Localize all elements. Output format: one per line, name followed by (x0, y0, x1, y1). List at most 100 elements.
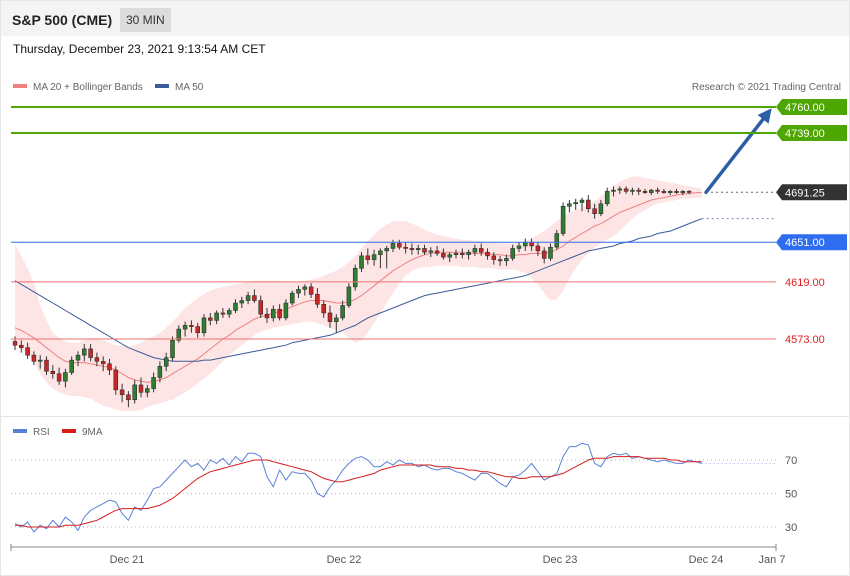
candle (145, 384, 150, 398)
candle (504, 254, 509, 266)
candle (75, 351, 81, 367)
candle-body (315, 294, 320, 305)
candle-body (485, 251, 490, 257)
candle (321, 300, 326, 318)
candle-body (271, 308, 276, 319)
candle-body (264, 313, 270, 319)
candle-body (472, 248, 478, 253)
resistance_2-tag: 4760.00 (776, 99, 847, 115)
candle (289, 290, 295, 306)
candle (434, 245, 440, 256)
candle (397, 239, 402, 250)
candle-body (151, 377, 156, 389)
candle-body (579, 199, 585, 203)
candle (245, 291, 251, 305)
candle (163, 352, 169, 372)
candle-body (107, 363, 112, 371)
candle-body (327, 312, 333, 322)
candle-body (460, 253, 465, 255)
candle (460, 248, 465, 259)
candle-body (145, 388, 150, 393)
timeframe-button[interactable]: 30 MIN (120, 8, 171, 32)
candle (674, 188, 679, 194)
panel-divider (1, 416, 849, 417)
candle-body (170, 339, 175, 358)
candle (586, 195, 591, 213)
candle-body (384, 248, 389, 252)
candle (422, 244, 427, 255)
candle (592, 203, 597, 219)
resistance_1-tag-label: 4739.00 (785, 128, 825, 140)
candle (541, 247, 547, 264)
rsi-legend-label: RSI (33, 427, 50, 438)
candle-body (220, 312, 226, 315)
candle-body (69, 359, 74, 373)
candle-body (100, 361, 106, 365)
rsi-ma-legend-swatch (62, 429, 76, 433)
candle (560, 202, 566, 237)
rsi-legend-swatch (13, 429, 27, 433)
resistance_1-tag: 4739.00 (776, 125, 847, 142)
candle-body (529, 241, 534, 247)
instrument-title: S&P 500 (CME) (12, 12, 113, 28)
candle (214, 310, 219, 325)
candle-body (441, 253, 446, 258)
candle (447, 252, 452, 263)
last_price-tag: 4691.25 (776, 184, 847, 201)
ma20-line (14, 192, 702, 383)
candle-body (636, 189, 641, 192)
candle (220, 307, 226, 318)
time-tick-label: Dec 23 (543, 554, 578, 566)
candle-body (138, 384, 144, 393)
candle-body (567, 203, 572, 207)
candle-body (504, 258, 509, 262)
candle-body (623, 188, 629, 192)
candle-body (214, 312, 219, 321)
candle-body (523, 241, 528, 247)
candle-body (617, 188, 623, 191)
candle-body (208, 317, 213, 321)
candle-body (655, 189, 660, 192)
bollinger-band (15, 176, 702, 411)
candle (428, 247, 434, 258)
candle-body (541, 250, 547, 259)
candle (485, 248, 490, 260)
candle-body (176, 328, 182, 341)
candle (510, 244, 515, 261)
candle (182, 321, 188, 337)
candle-body (548, 246, 553, 259)
candle (50, 365, 56, 379)
candle-body (182, 325, 188, 330)
rsi-tick-label: 30 (785, 522, 797, 534)
candle-body (365, 255, 371, 260)
candle (100, 356, 106, 372)
candle-body (226, 310, 232, 315)
candle-body (371, 254, 377, 260)
candle-body (201, 317, 207, 334)
candle (535, 242, 541, 256)
candle (126, 391, 131, 408)
time-tick-label: Dec 24 (689, 554, 724, 566)
candle-body (19, 344, 24, 348)
candle (497, 255, 503, 266)
candle-body (604, 191, 610, 205)
candle-body (75, 354, 81, 361)
candle (655, 187, 660, 194)
candle-body (390, 243, 396, 249)
candle-body (359, 255, 364, 269)
rsi-tick-label: 70 (785, 455, 797, 467)
candle-body (302, 286, 308, 290)
support_1-label: 4619.00 (785, 277, 825, 289)
candle-body (428, 250, 434, 253)
candle (636, 187, 641, 196)
candle-body (245, 295, 251, 301)
candle-body (466, 251, 471, 255)
candle-body (611, 189, 616, 192)
candle (478, 243, 484, 256)
price-levels: 4760.00 4739.00 4691.25 4651.00 4619.00 4573.… (11, 99, 847, 346)
candle-body (88, 348, 93, 358)
candle (157, 361, 163, 383)
candle-body (686, 191, 692, 193)
candle-body (252, 295, 257, 301)
